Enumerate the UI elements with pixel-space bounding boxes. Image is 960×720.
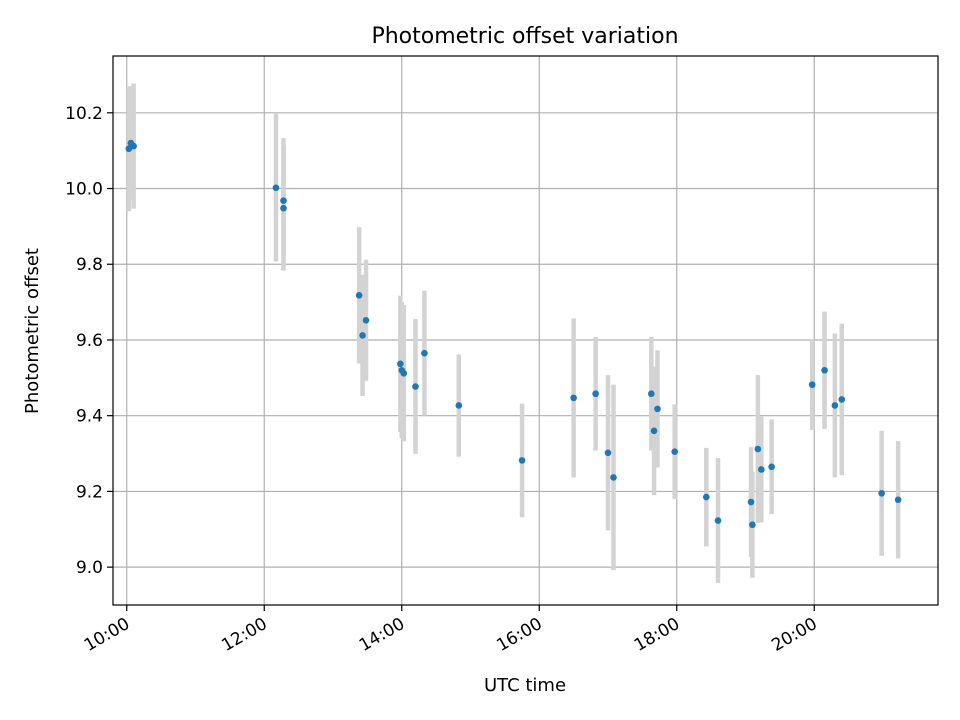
y-tick-label: 10.0 (65, 180, 103, 200)
data-point (421, 349, 428, 357)
y-tick-label: 9.4 (76, 407, 103, 427)
data-point (362, 316, 370, 324)
data-point (808, 381, 816, 388)
data-point (412, 383, 419, 390)
data-point (650, 427, 658, 435)
grid (113, 56, 938, 605)
data-point (272, 184, 280, 192)
x-axis-label: UTC time (484, 675, 566, 696)
data-point (610, 474, 617, 481)
data-point (280, 204, 287, 212)
data-point (747, 498, 755, 506)
data-point (455, 402, 463, 409)
data-point (400, 369, 408, 377)
y-tick-label: 10.2 (65, 104, 103, 124)
plot-frame (112, 55, 939, 606)
data-point (130, 142, 137, 150)
y-tick-label: 9.2 (76, 482, 103, 502)
y-axis-ticks: 9.0 9.2 9.4 9.6 9.8 10.0 10.2 (65, 104, 113, 578)
data-point (768, 463, 775, 471)
data-point (878, 490, 885, 497)
data-point (749, 521, 756, 529)
data-point (592, 390, 599, 398)
data-point (754, 445, 762, 453)
data-point (570, 394, 577, 402)
data-point (355, 291, 363, 299)
data-point (758, 466, 765, 473)
y-tick-label: 9.0 (76, 558, 103, 578)
data-point (654, 405, 661, 413)
data-point (831, 402, 839, 409)
data-point (518, 457, 526, 464)
data-point (397, 360, 404, 368)
data-point (671, 448, 678, 455)
data-point (125, 145, 133, 153)
data-point (703, 493, 710, 501)
data-points (125, 139, 902, 529)
data-point (648, 390, 655, 398)
y-tick-label: 9.8 (76, 255, 103, 275)
y-axis-label: Photometric offset (22, 248, 43, 414)
data-point (838, 396, 846, 403)
data-point (821, 366, 828, 374)
data-point (714, 517, 722, 524)
data-point (280, 197, 287, 204)
data-point (604, 449, 612, 457)
data-point (359, 332, 366, 339)
chart-title: Photometric offset variation (371, 24, 678, 49)
y-tick-label: 9.6 (76, 331, 103, 351)
data-point (894, 496, 902, 504)
